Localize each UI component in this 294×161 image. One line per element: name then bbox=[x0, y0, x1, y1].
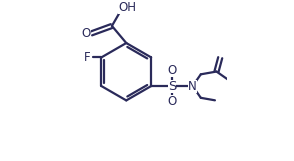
Text: F: F bbox=[84, 51, 90, 64]
Text: O: O bbox=[167, 95, 176, 108]
Text: O: O bbox=[81, 27, 91, 40]
Text: N: N bbox=[188, 80, 197, 93]
Text: S: S bbox=[168, 80, 176, 93]
Text: OH: OH bbox=[118, 1, 136, 14]
Text: O: O bbox=[167, 64, 176, 77]
